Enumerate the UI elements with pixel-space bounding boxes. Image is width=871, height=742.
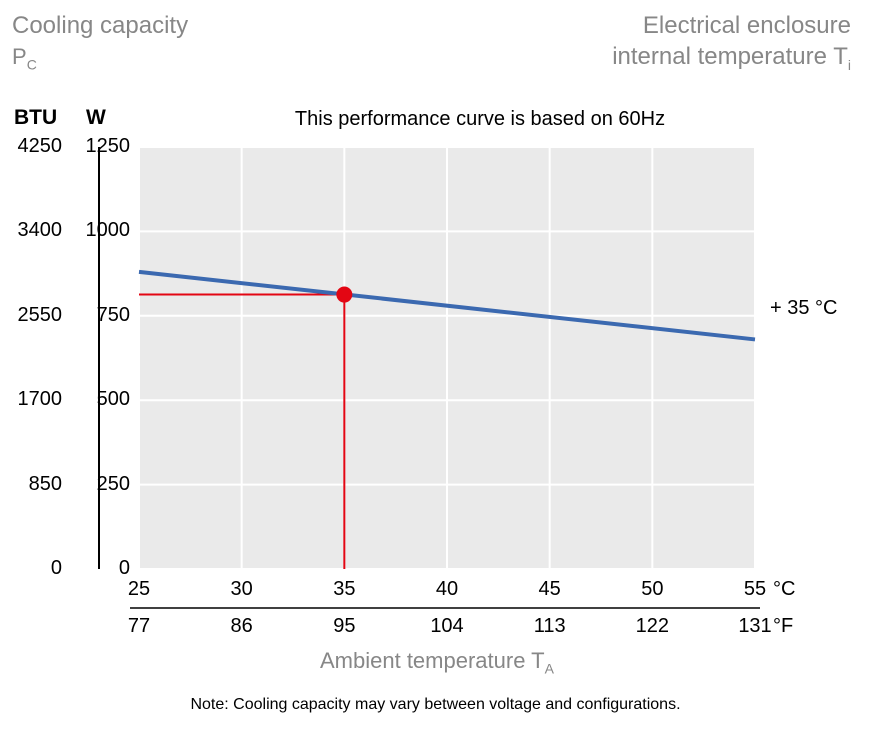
unit-fahrenheit: °F xyxy=(773,615,793,638)
x-tick-c-25: 25 xyxy=(109,578,169,601)
y-tick-w-1250: 1250 xyxy=(75,135,130,158)
y-tick-w-250: 250 xyxy=(75,473,130,496)
x-tick-f-113: 113 xyxy=(520,615,580,638)
y-tick-btu-4250: 4250 xyxy=(7,135,62,158)
y-header-w: W xyxy=(86,106,106,130)
y-tick-w-750: 750 xyxy=(75,304,130,327)
x-tick-c-30: 30 xyxy=(212,578,272,601)
chart-container: { "layout": { "plot": { "left": 139, "to… xyxy=(0,0,871,742)
x-tick-f-104: 104 xyxy=(417,615,477,638)
y-tick-btu-850: 850 xyxy=(7,473,62,496)
x-tick-c-35: 35 xyxy=(314,578,374,601)
x-tick-f-122: 122 xyxy=(622,615,682,638)
x-tick-f-95: 95 xyxy=(314,615,374,638)
series-end-label: + 35 °C xyxy=(770,297,837,320)
y-tick-w-0: 0 xyxy=(75,557,130,580)
unit-celsius: °C xyxy=(773,578,795,601)
y-header-btu: BTU xyxy=(14,106,57,130)
y-tick-w-1000: 1000 xyxy=(75,219,130,242)
x-axis-label: Ambient temperature TA xyxy=(320,648,554,676)
y-tick-btu-3400: 3400 xyxy=(7,219,62,242)
x-tick-c-45: 45 xyxy=(520,578,580,601)
y-tick-w-500: 500 xyxy=(75,388,130,411)
chart-subtitle: This performance curve is based on 60Hz xyxy=(270,108,690,131)
y-tick-btu-1700: 1700 xyxy=(7,388,62,411)
x-tick-f-86: 86 xyxy=(212,615,272,638)
x-tick-c-40: 40 xyxy=(417,578,477,601)
x-tick-c-50: 50 xyxy=(622,578,682,601)
y-tick-btu-0: 0 xyxy=(7,557,62,580)
x-tick-f-77: 77 xyxy=(109,615,169,638)
footnote: Note: Cooling capacity may vary between … xyxy=(0,696,871,714)
y-tick-btu-2550: 2550 xyxy=(7,304,62,327)
